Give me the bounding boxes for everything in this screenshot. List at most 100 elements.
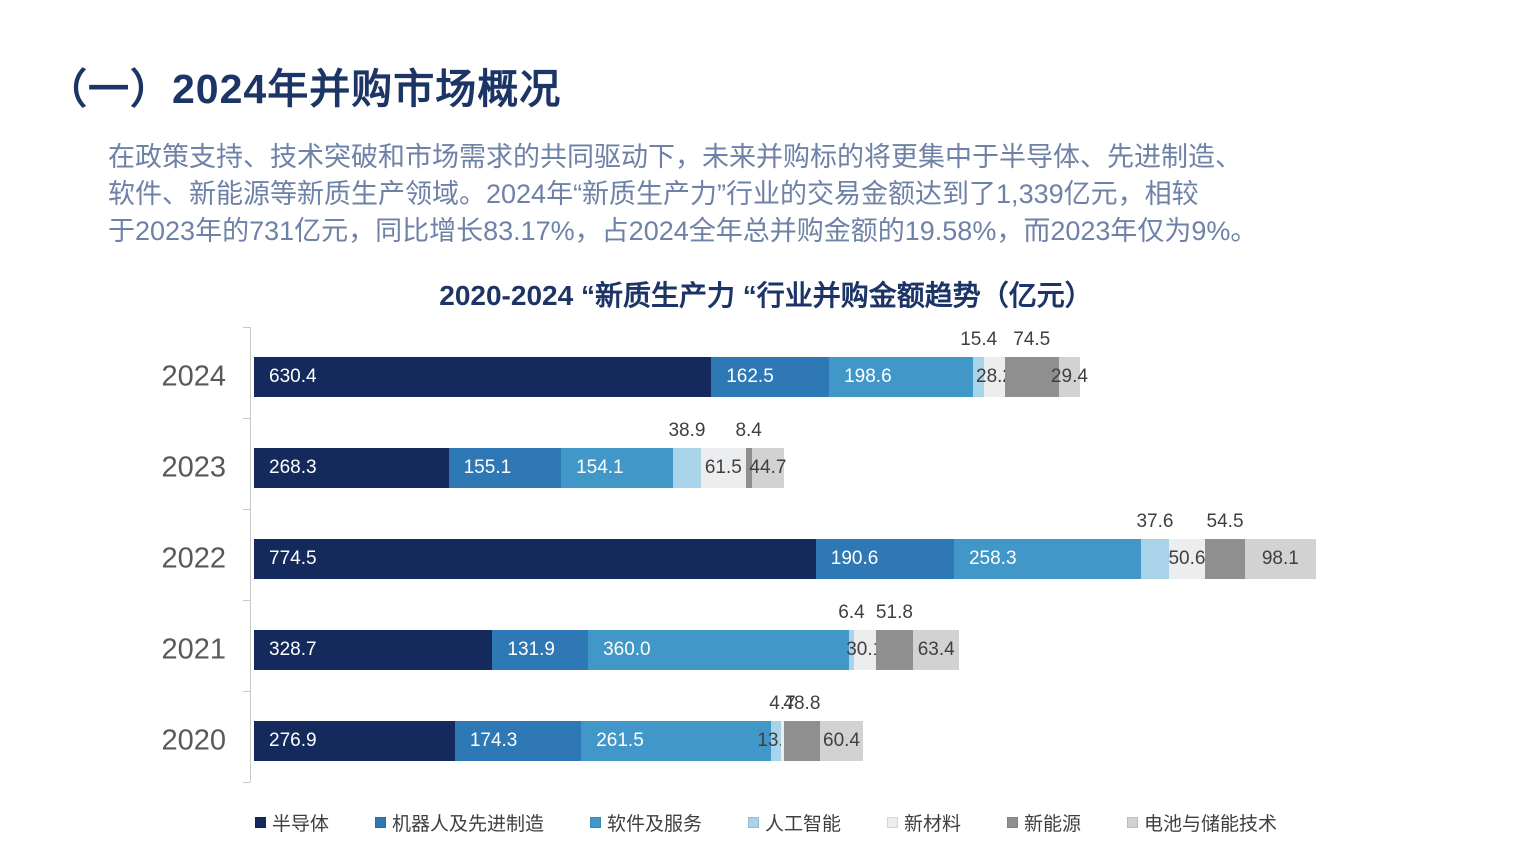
bar-segment: 8.4 xyxy=(735,420,762,488)
bar-value-label: 162.5 xyxy=(726,366,774,387)
bar-value-label: 174.3 xyxy=(469,730,518,751)
bar-value-label: 268.3 xyxy=(269,457,317,478)
category-label: 2021 xyxy=(161,633,226,666)
bar-value-label: 4.7 xyxy=(769,693,796,714)
bar-value-label: 8.4 xyxy=(735,420,762,441)
bar-segment: 15.4 xyxy=(960,329,997,397)
legend-swatch-icon xyxy=(887,817,898,828)
bar-value-label: 276.9 xyxy=(269,730,317,751)
bar-value-label: 48.8 xyxy=(783,693,821,714)
bar-segment: 13.7 xyxy=(757,721,794,761)
legend-label: 机器人及先进制造 xyxy=(391,814,544,835)
bar-value-label: 261.5 xyxy=(596,730,644,751)
page-title: （一）2024年并购市场概况 xyxy=(46,66,562,112)
bar-segment: 174.3 xyxy=(454,721,582,761)
bar-value-label: 50.6 xyxy=(1168,548,1206,569)
bar-value-label: 15.4 xyxy=(960,329,998,350)
legend-label: 人工智能 xyxy=(764,814,841,835)
bar-segment: 198.6 xyxy=(829,357,974,397)
bar-segment: 261.5 xyxy=(581,721,771,761)
bar-segment: 51.8 xyxy=(875,602,914,670)
bar-value-label: 63.4 xyxy=(917,639,955,660)
bar-value-label: 61.5 xyxy=(704,457,742,478)
legend-swatch-icon xyxy=(374,817,386,828)
bar-segment: 276.9 xyxy=(254,721,455,761)
bar-row-2022: 2022 774.5 190.6 258.3 37.6 50.6 54.5 98.1 xyxy=(161,511,1316,579)
bar-row-2020: 2020 276.9 174.3 261.5 13.7 4.7 48.8 60.4 xyxy=(161,693,864,761)
bar-segment: 774.5 xyxy=(254,539,816,579)
legend-label: 半导体 xyxy=(271,814,329,835)
bar-segment: 28.2 xyxy=(976,357,1013,397)
axis-tick xyxy=(243,509,250,510)
bar-row-2024: 2024 630.4 162.5 198.6 15.4 28.2 74.5 29.4 xyxy=(161,329,1088,397)
bar-segment: 258.3 xyxy=(953,539,1142,579)
bar-segment: 190.6 xyxy=(815,539,954,579)
category-label: 2023 xyxy=(161,451,226,484)
bar-segment: 38.9 xyxy=(668,420,705,488)
bar-segment: 4.7 xyxy=(769,693,796,761)
bar-value-label: 98.1 xyxy=(1261,548,1299,569)
bar-segment: 131.9 xyxy=(492,630,589,670)
bar-segment: 50.6 xyxy=(1168,539,1206,579)
legend-item: 新材料 xyxy=(887,809,961,836)
bar-segment: 74.5 xyxy=(1004,329,1059,397)
bar-value-label: 74.5 xyxy=(1013,329,1051,350)
legend-label: 新材料 xyxy=(904,814,962,835)
chart-legend: 半导体 机器人及先进制造 软件及服务 人工智能 新材料 新能源 电池与储能技术 xyxy=(0,809,1532,836)
bar-value-label: 44.7 xyxy=(749,457,787,478)
bar-value-label: 54.5 xyxy=(1206,511,1244,532)
axis-tick xyxy=(243,418,250,419)
bar-segment: 328.7 xyxy=(254,630,493,670)
bar-segment: 155.1 xyxy=(448,448,562,488)
y-axis-line xyxy=(250,327,251,782)
bar-value-label: 258.3 xyxy=(968,548,1017,569)
legend-swatch-icon xyxy=(1127,817,1139,828)
legend-swatch-icon xyxy=(1007,817,1019,828)
legend-swatch-icon xyxy=(589,817,601,828)
bar-segment: 60.4 xyxy=(819,721,864,761)
legend-label: 新能源 xyxy=(1024,814,1082,835)
bar-value-label: 131.9 xyxy=(507,639,555,660)
category-label: 2024 xyxy=(161,360,226,393)
legend-label: 电池与储能技术 xyxy=(1144,814,1278,835)
bar-value-label: 28.2 xyxy=(976,366,1013,387)
bar-value-label: 51.8 xyxy=(875,602,913,623)
bar-segment: 54.5 xyxy=(1205,511,1245,579)
intro-line-2: 软件、新能源等新质生产领域。2024年“新质生产力”行业的交易金额达到了1,33… xyxy=(108,179,1199,209)
bar-segment: 37.6 xyxy=(1136,511,1173,579)
bar-value-label: 190.6 xyxy=(830,548,879,569)
legend-label: 软件及服务 xyxy=(606,814,702,835)
bar-value-label: 360.0 xyxy=(603,639,651,660)
legend-swatch-icon xyxy=(254,817,266,828)
intro-line-1: 在政策支持、技术突破和市场需求的共同驱动下，未来并购标的将更集中于半导体、先进制… xyxy=(108,142,1242,172)
bar-segment: 29.4 xyxy=(1051,357,1088,397)
bar-segment: 61.5 xyxy=(701,448,746,488)
legend-item: 半导体 xyxy=(254,809,329,836)
bar-segment: 63.4 xyxy=(913,630,960,670)
category-label: 2022 xyxy=(161,542,226,575)
axis-tick xyxy=(243,782,250,783)
legend-item: 机器人及先进制造 xyxy=(374,809,544,836)
bar-segment: 48.8 xyxy=(783,693,820,761)
bar-segment: 30.1 xyxy=(846,630,883,670)
bar-segment: 630.4 xyxy=(254,357,712,397)
bar-value-label: 630.4 xyxy=(269,366,317,387)
bar-value-label: 37.6 xyxy=(1136,511,1174,532)
intro-line-3: 于2023年的731亿元，同比增长83.17%，占2024全年总并购金额的19.… xyxy=(108,216,1258,246)
bar-value-label: 198.6 xyxy=(844,366,892,387)
bar-value-label: 155.1 xyxy=(463,457,512,478)
axis-tick xyxy=(243,327,250,328)
legend-item: 软件及服务 xyxy=(589,809,702,836)
legend-item: 电池与储能技术 xyxy=(1127,809,1277,836)
axis-tick xyxy=(243,691,250,692)
chart-title: 2020-2024 “新质生产力 “行业并购金额趋势（亿元） xyxy=(439,280,1093,311)
legend-item: 人工智能 xyxy=(747,809,841,836)
bar-segment: 6.4 xyxy=(838,602,865,670)
bar-value-label: 60.4 xyxy=(823,730,860,751)
bar-value-label: 30.1 xyxy=(846,639,884,660)
axis-tick xyxy=(243,600,250,601)
bar-row-2021: 2021 328.7 131.9 360.0 6.4 30.1 51.8 63.4 xyxy=(161,602,960,670)
legend-item: 新能源 xyxy=(1007,809,1081,836)
bar-segment: 154.1 xyxy=(561,448,673,488)
legend-swatch-icon xyxy=(747,817,759,828)
